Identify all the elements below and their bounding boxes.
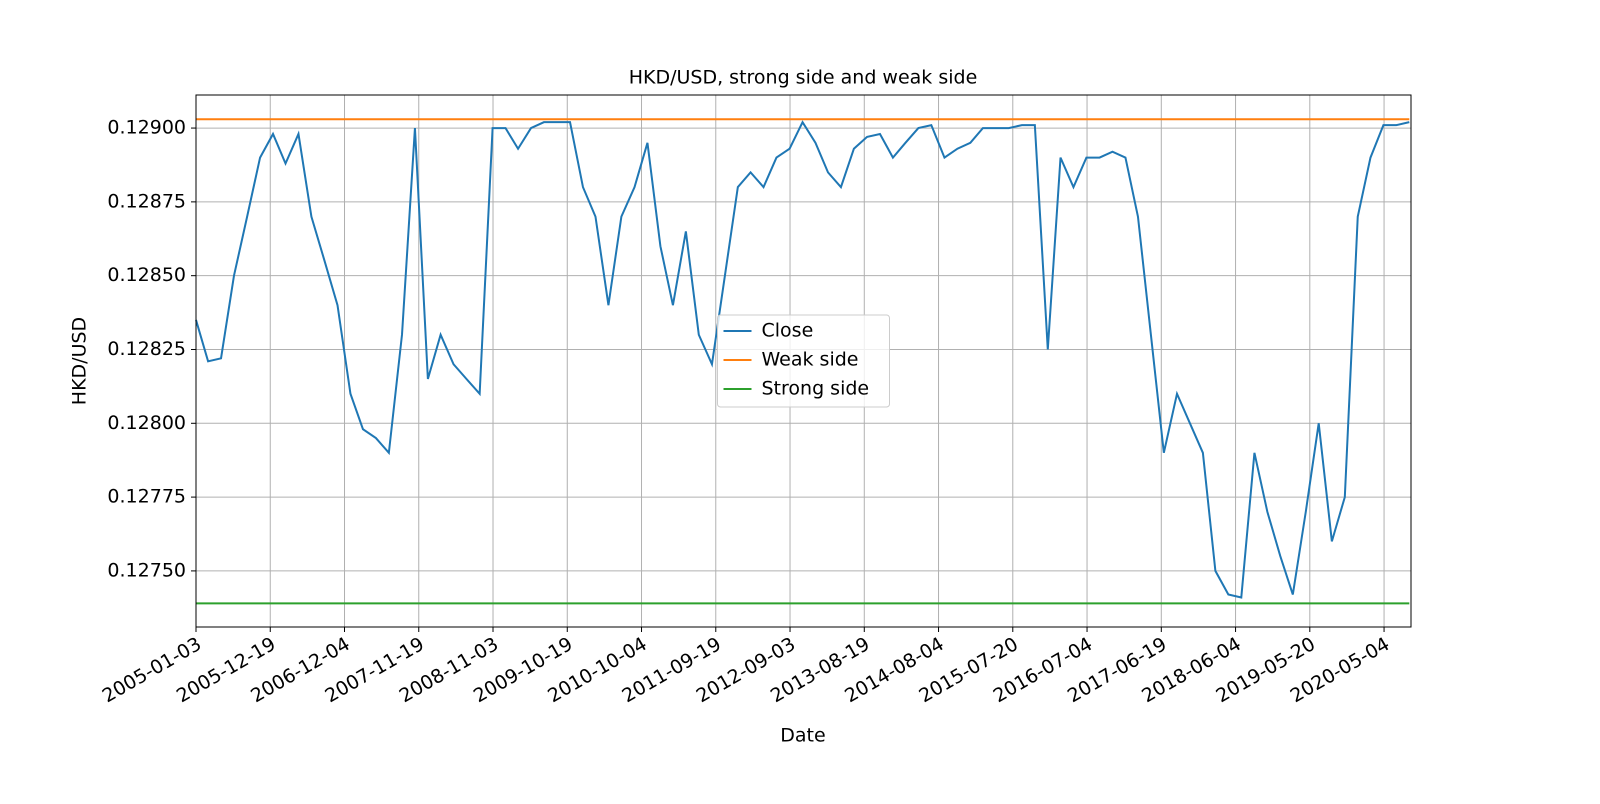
legend-label: Weak side — [762, 349, 859, 371]
legend-label: Close — [762, 320, 814, 342]
y-tick-label: 0.12900 — [107, 117, 186, 139]
legend-box — [717, 314, 890, 408]
y-tick-label: 0.12850 — [107, 264, 186, 286]
line-series — [195, 120, 1410, 599]
x-axis-label: Date — [780, 725, 825, 747]
y-tick-label: 0.12800 — [107, 412, 186, 434]
y-axis-label: HKD/USD — [69, 317, 91, 405]
legend-label: Strong side — [762, 378, 870, 400]
chart-title: HKD/USD, strong side and weak side — [629, 67, 978, 89]
plot-frame — [195, 94, 1412, 628]
y-tick-label: 0.12750 — [107, 559, 186, 581]
y-tick-label: 0.12775 — [107, 486, 186, 508]
y-tick-label: 0.12875 — [107, 190, 186, 212]
y-tick-label: 0.12825 — [107, 338, 186, 360]
